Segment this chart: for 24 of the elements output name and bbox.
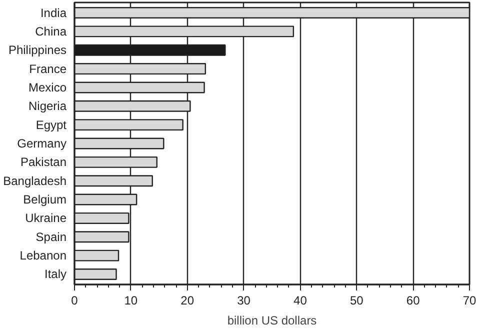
y-tick-label: Egypt bbox=[36, 118, 68, 132]
x-tick-label: 20 bbox=[180, 294, 194, 308]
y-tick-label: Ukraine bbox=[25, 211, 67, 226]
y-tick-label: Lebanon bbox=[20, 248, 66, 263]
x-tick-label: 30 bbox=[237, 294, 251, 308]
y-tick-label: Germany bbox=[17, 136, 67, 150]
y-tick-label: Philippines bbox=[8, 43, 67, 58]
y-tick-label: Pakistan bbox=[20, 155, 67, 170]
y-tick-label: Belgium bbox=[23, 192, 67, 207]
x-axis-title: billion US dollars bbox=[227, 314, 317, 328]
y-tick-label: Spain bbox=[36, 230, 67, 244]
x-tick-label: 50 bbox=[350, 294, 364, 308]
x-tick-label: 70 bbox=[462, 294, 476, 308]
y-tick-label: Bangladesh bbox=[3, 174, 67, 188]
x-tick-label: 0 bbox=[71, 294, 78, 308]
y-tick-label: Mexico bbox=[28, 80, 67, 94]
y-tick-label: China bbox=[35, 24, 67, 38]
x-tick-label: 40 bbox=[294, 294, 308, 308]
x-tick-label: 60 bbox=[406, 294, 420, 308]
x-tick-label: 10 bbox=[124, 294, 138, 308]
y-tick-label: India bbox=[40, 6, 67, 20]
y-tick-label: Nigeria bbox=[28, 99, 67, 114]
y-tick-label: France bbox=[29, 62, 67, 76]
y-tick-label: Italy bbox=[44, 267, 67, 282]
